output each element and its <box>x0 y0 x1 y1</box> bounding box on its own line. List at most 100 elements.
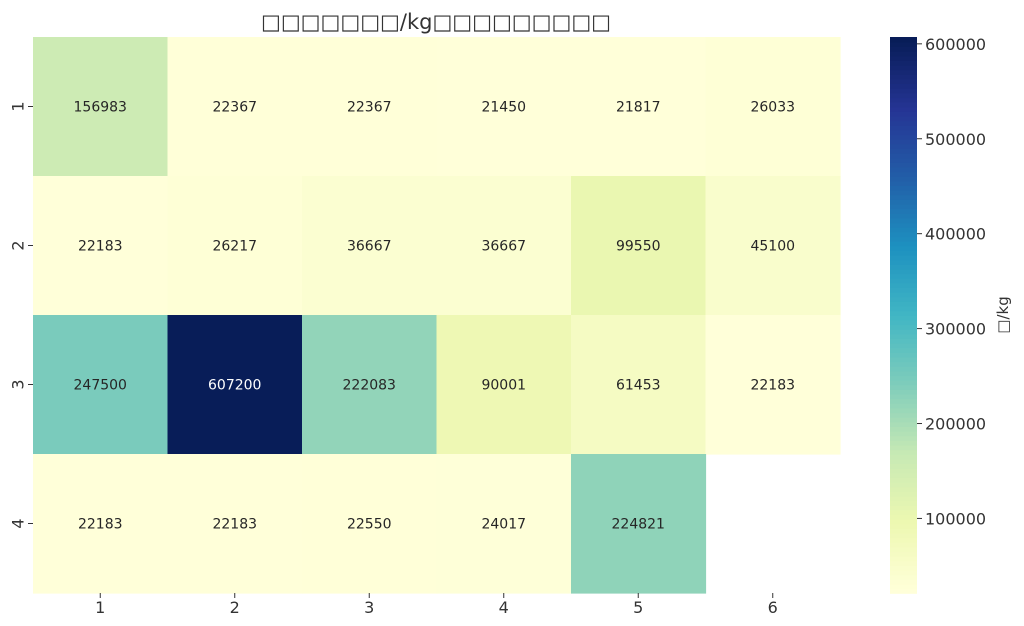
colorbar-segment <box>890 296 917 302</box>
heatmap-cell <box>705 315 841 455</box>
colorbar-segment <box>890 222 917 228</box>
chart-title: □□□□□□□/kg□□□□□□□□□ <box>261 10 611 34</box>
colorbar-segment <box>890 537 917 543</box>
colorbar-segment <box>890 528 917 534</box>
colorbar-segment <box>890 416 917 423</box>
cell-value-label: 61453 <box>616 378 661 394</box>
colorbar-segment <box>890 64 917 71</box>
colorbar-segment <box>890 60 917 66</box>
heatmap-cell <box>436 315 572 455</box>
colorbar-segment <box>890 365 917 372</box>
cell-value-label: 247500 <box>74 378 127 394</box>
colorbar-segment <box>890 199 917 205</box>
colorbar-segment <box>890 69 917 75</box>
colorbar-segment <box>890 171 917 177</box>
colorbar-tick-label: 400000 <box>925 225 986 244</box>
colorbar-segment <box>890 518 917 525</box>
colorbar-segment <box>890 342 917 349</box>
cell-value-label: 26033 <box>750 100 795 116</box>
colorbar-segment <box>890 125 917 131</box>
colorbar-segment <box>890 236 917 242</box>
colorbar-segment <box>890 189 917 196</box>
colorbar-segment <box>890 166 917 173</box>
colorbar-segment <box>890 379 917 386</box>
colorbar-segment <box>890 194 917 200</box>
heatmap-cell <box>33 37 169 177</box>
colorbar-segment <box>890 106 917 112</box>
colorbar-segment <box>890 500 917 506</box>
colorbar-segment <box>890 444 917 451</box>
colorbar-segment <box>890 74 917 80</box>
colorbar-segment <box>890 407 917 414</box>
colorbar-segment <box>890 217 917 224</box>
colorbar-segment <box>890 259 917 265</box>
colorbar-segment <box>890 579 917 585</box>
colorbar-segment <box>890 180 917 187</box>
colorbar-label: □/kg <box>994 296 1012 333</box>
colorbar-segment <box>890 277 917 284</box>
colorbar-segment <box>890 352 917 358</box>
cell-value-label: 22183 <box>78 239 123 255</box>
colorbar-segment <box>890 287 917 293</box>
cell-value-label: 22550 <box>347 517 392 533</box>
colorbar-segment <box>890 92 917 99</box>
colorbar-segment <box>890 315 917 321</box>
heatmap-cell <box>436 454 572 594</box>
colorbar-segment <box>890 555 917 562</box>
colorbar-segment <box>890 46 917 52</box>
y-tick-label: 1 <box>9 101 28 111</box>
heatmap-cell <box>571 37 707 177</box>
colorbar-segment <box>890 120 917 126</box>
colorbar-segment <box>890 412 917 418</box>
heatmap-cell <box>167 315 303 455</box>
colorbar-segment <box>890 264 917 270</box>
cell-value-label: 24017 <box>481 517 526 533</box>
heatmap-cell <box>571 454 707 594</box>
heatmap-cell <box>705 176 841 316</box>
colorbar-segment <box>890 467 917 474</box>
colorbar-segment <box>890 83 917 89</box>
cell-value-label: 156983 <box>74 100 127 116</box>
colorbar-segment <box>890 472 917 478</box>
colorbar-segment <box>890 449 917 455</box>
colorbar-segment <box>890 384 917 390</box>
x-tick-label: 4 <box>499 598 509 617</box>
x-tick-label: 2 <box>230 598 240 617</box>
colorbar-tick-label: 500000 <box>925 130 986 149</box>
colorbar-segment <box>890 37 917 43</box>
colorbar-segment <box>890 162 917 168</box>
colorbar-segment <box>890 134 917 140</box>
heatmap-cell <box>33 454 169 594</box>
x-axis: 1 2 3 4 5 6 <box>95 593 778 617</box>
colorbar-segment <box>890 333 917 339</box>
colorbar-segment <box>890 148 917 154</box>
colorbar-tick-label: 300000 <box>925 320 986 339</box>
colorbar-segment <box>890 514 917 520</box>
colorbar-segment <box>890 240 917 247</box>
colorbar-segment <box>890 268 917 275</box>
cell-value-label: 22183 <box>750 378 795 394</box>
colorbar-segment <box>890 477 917 483</box>
colorbar-segment <box>890 50 917 57</box>
colorbar-segment <box>890 421 917 427</box>
heatmap-cell <box>571 315 707 455</box>
colorbar-segment <box>890 583 917 590</box>
colorbar-segment <box>890 347 917 353</box>
colorbar-segment <box>890 542 917 548</box>
colorbar-segment <box>890 226 917 233</box>
colorbar-segment <box>890 213 917 219</box>
cell-value-label: 90001 <box>481 378 526 394</box>
cell-value-label: 26217 <box>212 239 257 255</box>
colorbar-segment <box>890 569 917 576</box>
colorbar-segment <box>890 463 917 469</box>
x-tick-label: 5 <box>633 598 643 617</box>
cell-value-label: 21817 <box>616 100 661 116</box>
colorbar-segment <box>890 176 917 182</box>
heatmap-cell <box>436 176 572 316</box>
colorbar-segment <box>890 208 917 214</box>
colorbar-tick-label: 600000 <box>925 35 986 54</box>
colorbar-segment <box>890 87 917 94</box>
heatmap-cell <box>167 176 303 316</box>
heatmap-cell <box>167 37 303 177</box>
colorbar-segment <box>890 389 917 395</box>
